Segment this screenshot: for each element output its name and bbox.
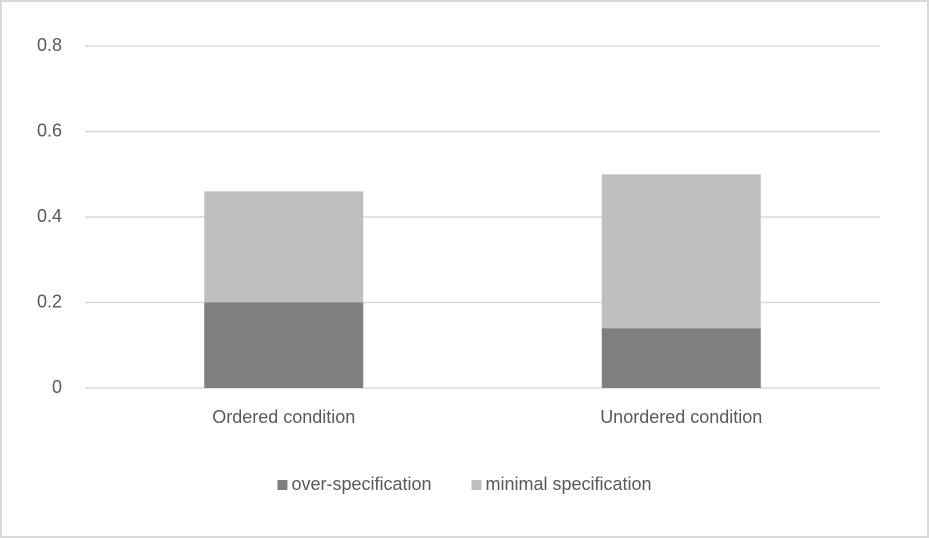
bar-segment	[204, 191, 364, 303]
bar-segment	[601, 328, 761, 388]
legend-swatch	[277, 480, 288, 490]
legend-label: over-specification	[291, 474, 431, 494]
y-tick-label: 0.4	[37, 206, 62, 226]
bar-segment	[204, 302, 364, 388]
legend-label: minimal specification	[486, 474, 652, 494]
y-tick-label: 0.6	[37, 120, 62, 140]
x-tick-label: Unordered condition	[600, 407, 762, 427]
legend-swatch	[471, 480, 482, 490]
y-tick-label: 0	[52, 377, 62, 397]
y-tick-label: 0.2	[37, 291, 62, 311]
bar-segment	[601, 174, 761, 329]
y-tick-label: 0.8	[37, 35, 62, 55]
x-tick-label: Ordered condition	[212, 407, 355, 427]
